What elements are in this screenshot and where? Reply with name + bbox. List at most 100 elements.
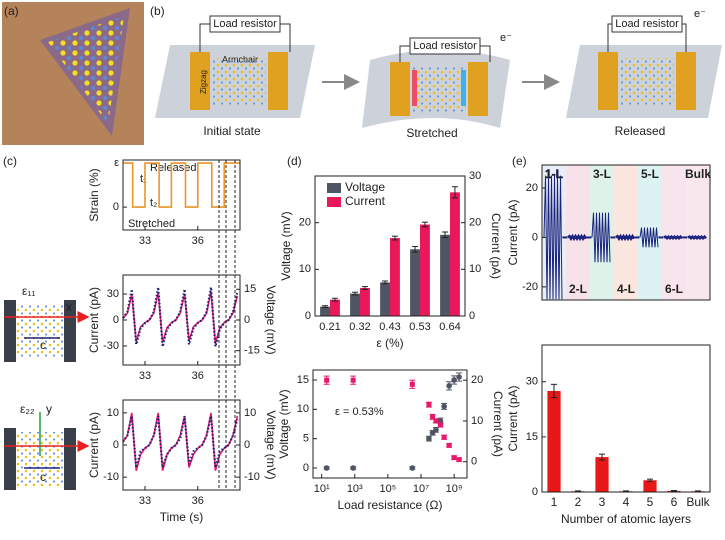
- x-tick-label: 2: [575, 495, 582, 509]
- series-line: [122, 291, 239, 344]
- point: [451, 455, 457, 461]
- point: [433, 427, 439, 433]
- annotation: t₁: [140, 173, 147, 185]
- layer-band: [662, 165, 686, 300]
- plot-frame: [122, 399, 241, 491]
- bar: [390, 238, 400, 316]
- y2-tick-label: 20: [471, 374, 483, 386]
- c-label: c: [40, 470, 46, 484]
- x-tick-label: 36: [192, 235, 204, 247]
- y-tick-label: 0: [532, 486, 538, 498]
- bar: [440, 234, 450, 316]
- point: [437, 422, 443, 428]
- point: [323, 465, 330, 471]
- x-axis-title: Number of atomic layers: [561, 512, 691, 526]
- point: [446, 383, 452, 389]
- y-tick-label: ε: [114, 157, 119, 169]
- bar: [595, 457, 609, 492]
- panel-label: (d): [287, 154, 302, 168]
- zigzag-label: Zigzag: [199, 70, 208, 94]
- x-tick-label: 5: [647, 495, 654, 509]
- y2-tick-label: 0: [469, 310, 475, 322]
- electrode: [598, 52, 618, 110]
- charge: [412, 70, 417, 106]
- point: [324, 377, 330, 383]
- current-trace: [687, 234, 707, 240]
- layer-label: 2-L: [569, 282, 587, 296]
- current-trace: [615, 233, 636, 242]
- panel-label: (b): [150, 4, 165, 18]
- electrode: [390, 62, 410, 116]
- layer-band: [614, 165, 638, 300]
- x-tick-label: 36: [192, 370, 204, 382]
- layer-label: 3-L: [593, 167, 611, 181]
- x-tick-label: 33: [139, 235, 151, 247]
- x-tick-label: 10⁷: [413, 483, 429, 495]
- panel-label: (a): [4, 4, 19, 18]
- point: [430, 414, 436, 420]
- y-axis-title: Current (pA): [506, 199, 520, 265]
- layer-label: 1-L: [545, 167, 563, 181]
- strain-schematic: ε₂₂ y c: [4, 402, 90, 490]
- point: [441, 434, 447, 440]
- layer-band: [686, 165, 710, 300]
- layer-label: Bulk: [685, 167, 711, 181]
- point: [409, 381, 415, 387]
- state-label: Initial state: [203, 124, 261, 138]
- panel-b: (b) Load resistor Armchair Zigzag Initia…: [150, 4, 722, 140]
- y2-tick-label: 0: [471, 456, 477, 468]
- electrode: [4, 428, 16, 490]
- x-tick-label: 0.64: [439, 321, 460, 333]
- series-line: [122, 415, 239, 468]
- wire: [607, 23, 687, 52]
- state-label: Stretched: [406, 126, 457, 140]
- x-tick-label: 33: [139, 495, 151, 507]
- electrode: [468, 62, 488, 116]
- legend-label: Voltage: [345, 180, 385, 194]
- time-markers: [218, 160, 236, 490]
- plot-frame: [314, 175, 466, 317]
- y2-tick-label: -10: [244, 471, 260, 483]
- electrode: [64, 300, 76, 362]
- lattice: [212, 58, 266, 106]
- electrode: [64, 428, 76, 490]
- bar: [547, 390, 561, 492]
- y2-tick-label: -15: [244, 345, 260, 357]
- x-tick-label: 0.43: [379, 321, 400, 333]
- y-tick-label: 15: [526, 431, 538, 443]
- y2-axis-title: Current (pA): [491, 391, 505, 457]
- y-tick-label: 0: [113, 314, 119, 326]
- y2-tick-label: 30: [469, 170, 481, 182]
- x-tick-label: 6: [671, 495, 678, 509]
- bar: [450, 192, 460, 316]
- strain-schematic: ε₁₁ x c: [4, 284, 90, 362]
- armchair-label: Armchair: [222, 54, 258, 64]
- point: [451, 377, 457, 383]
- y2-tick-label: 10: [469, 263, 481, 275]
- y-tick-label: 30: [526, 376, 538, 388]
- layer-band: [566, 165, 590, 300]
- current-trace: [591, 212, 611, 263]
- wire: [199, 23, 291, 52]
- bar: [380, 282, 390, 316]
- x-tick-label: Bulk: [686, 495, 710, 509]
- electrode: [4, 300, 16, 362]
- resistor-label: Load resistor: [213, 18, 277, 30]
- x-tick-label: 0.21: [319, 321, 340, 333]
- y2-axis-title: Current (pA): [489, 213, 503, 279]
- plot-frame: [541, 344, 711, 493]
- legend-swatch: [327, 197, 341, 207]
- y2-tick-label: 0: [244, 314, 250, 326]
- y2-tick-label: 10: [471, 415, 483, 427]
- bar: [420, 224, 430, 316]
- strain-label: ε₂₂: [20, 402, 35, 416]
- y-axis-title: Current (pA): [87, 287, 101, 353]
- annotation: Stretched: [128, 218, 175, 230]
- state-label: Released: [615, 124, 666, 138]
- lattice: [16, 304, 64, 358]
- y-tick-label: 30: [107, 288, 119, 300]
- point: [350, 465, 356, 471]
- point: [350, 377, 356, 383]
- y-tick-label: 0: [113, 439, 119, 451]
- y-axis-title: Voltage (mV): [279, 211, 293, 280]
